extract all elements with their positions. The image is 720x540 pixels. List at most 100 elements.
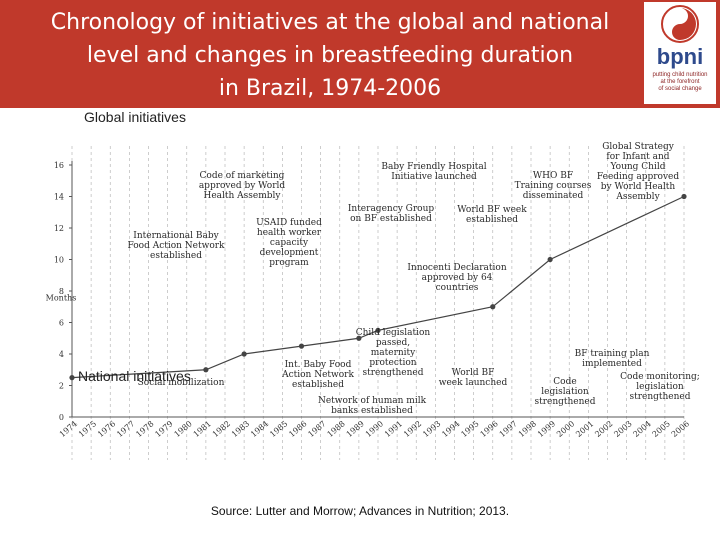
- x-tick-label-1976: 1976: [96, 419, 117, 439]
- x-tick-label-1984: 1984: [249, 419, 270, 439]
- x-tick-label-2006: 2006: [670, 419, 691, 439]
- national-annotation-8-line-3: strengthened: [629, 392, 690, 402]
- national-annotation-5-line-2: week launched: [439, 378, 508, 388]
- breastfeeding-timeline-chart: 0246810121416Months197419751976197719781…: [46, 109, 700, 460]
- national-annotation-6-line-1: Code: [553, 377, 576, 387]
- global-annotation-1-line-3: Health Assembly: [203, 191, 281, 201]
- global-annotation-4: Baby Friendly Hospital Initiative launche…: [381, 162, 486, 182]
- x-tick-label-1993: 1993: [421, 419, 442, 439]
- global-annotation-7-line-1: Innocenti Declaration: [407, 263, 506, 273]
- x-tick-label-1982: 1982: [211, 419, 232, 439]
- global-annotation-5: Interagency Group on BF established: [348, 204, 435, 224]
- national-annotation-7-line-1: BF training plan: [575, 349, 650, 359]
- global-annotation-8-line-3: disseminated: [523, 191, 584, 201]
- national-annotation-2-line-3: established: [292, 380, 344, 390]
- global-annotation-8-line-2: Training courses: [515, 181, 592, 191]
- x-tick-label-1974: 1974: [58, 419, 79, 439]
- x-tick-label-1990: 1990: [364, 419, 385, 439]
- x-tick-label-1989: 1989: [345, 419, 366, 439]
- logo-tagline-line-3: of social change: [658, 86, 702, 92]
- national-annotation-5-line-1: World BF: [452, 368, 495, 378]
- x-tick-label-1986: 1986: [287, 419, 308, 439]
- year-gridlines: [71, 146, 685, 460]
- x-tick-label-1995: 1995: [459, 419, 480, 439]
- x-tick-label-1983: 1983: [230, 419, 251, 439]
- logo-tagline: putting child nutrition at the forefront…: [646, 72, 714, 93]
- national-annotation-1: Social mobilization: [138, 378, 225, 388]
- y-tick-label-4: 4: [59, 350, 64, 359]
- logo-tagline-line-2: at the forefront: [660, 79, 700, 85]
- x-tick-label-2003: 2003: [612, 419, 633, 439]
- y-tick-label-6: 6: [59, 319, 64, 328]
- global-annotation-3-line-1: USAID funded: [256, 218, 322, 228]
- slide-title: Chronology of initiatives at the global …: [20, 6, 640, 105]
- data-point-1983: [241, 351, 247, 357]
- global-annotation-4-line-1: Baby Friendly Hospital: [381, 162, 486, 172]
- mother-child-logo-icon: [661, 5, 699, 43]
- data-point-1981: [203, 367, 209, 373]
- global-annotation-1-line-2: approved by World: [199, 181, 286, 191]
- data-point-1999: [547, 256, 553, 263]
- data-point-1989: [356, 335, 362, 341]
- national-annotation-3-line-2: passed,: [376, 338, 410, 348]
- x-tick-label-1980: 1980: [172, 419, 193, 439]
- title-line-2: level and changes in breastfeeding durat…: [86, 43, 574, 68]
- global-annotation-3: USAID funded health worker capacity develop…: [256, 218, 322, 268]
- global-annotation-3-line-2: health worker: [257, 228, 322, 238]
- global-annotation-7: Innocenti Declaration approved by 64 count…: [407, 263, 506, 293]
- national-annotation-8: Code monitoring; legislation strengthened: [620, 372, 700, 402]
- national-annotation-3-line-4: protection: [369, 358, 416, 368]
- global-initiatives-label: Global initiatives: [84, 109, 186, 125]
- national-annotation-3-line-1: Child legislation: [356, 328, 431, 338]
- y-tick-label-14: 14: [54, 193, 64, 202]
- global-annotation-5-line-2: on BF established: [350, 214, 432, 224]
- national-annotation-3: Child legislation passed, maternity protect…: [356, 328, 431, 378]
- national-annotation-7: BF training plan implemented: [575, 349, 650, 369]
- national-annotation-4: Network of human milk banks established: [318, 396, 427, 416]
- y-tick-label-16: 16: [54, 161, 64, 170]
- x-tick-label-1978: 1978: [134, 419, 155, 439]
- global-annotation-5-line-1: Interagency Group: [348, 204, 435, 214]
- data-point-1974: [69, 375, 75, 381]
- global-annotation-3-line-4: development: [260, 248, 319, 258]
- national-annotation-6-line-3: strengthened: [534, 397, 595, 407]
- global-annotation-3-line-5: program: [269, 258, 309, 268]
- global-annotation-9: Global Strategy for Infant and Young Child…: [597, 142, 679, 202]
- global-annotation-6-line-1: World BF week: [457, 205, 527, 215]
- global-annotation-6-line-2: established: [466, 215, 518, 225]
- logo-wordmark: bpni: [656, 44, 704, 69]
- global-annotation-2: International Baby Food Action Network est…: [127, 231, 225, 261]
- x-tick-label-1981: 1981: [192, 419, 213, 439]
- global-annotation-7-line-3: countries: [436, 283, 479, 293]
- data-point-1996: [490, 304, 496, 310]
- x-tick-label-2005: 2005: [651, 419, 672, 439]
- data-point-1986: [298, 343, 305, 349]
- y-tick-label-10: 10: [54, 256, 64, 265]
- global-annotation-2-line-1: International Baby: [133, 231, 219, 241]
- global-annotation-4-line-2: Initiative launched: [391, 172, 477, 182]
- national-annotation-2-line-2: Action Network: [281, 370, 354, 380]
- global-annotation-6: World BF week established: [457, 205, 527, 225]
- x-tick-label-1979: 1979: [153, 419, 174, 439]
- y-tick-label-2: 2: [59, 382, 64, 391]
- national-annotation-8-line-2: legislation: [636, 382, 684, 392]
- national-annotation-6-line-2: legislation: [541, 387, 589, 397]
- x-tick-label-2000: 2000: [555, 419, 576, 439]
- national-initiatives-label: National initiatives: [78, 368, 191, 384]
- title-line-3: in Brazil, 1974-2006: [218, 76, 442, 101]
- global-annotation-8-line-1: WHO BF: [533, 171, 573, 181]
- global-annotation-9-line-4: Feeding approved: [597, 172, 679, 182]
- x-tick-label-1987: 1987: [306, 419, 327, 439]
- global-annotation-9-line-5: by World Health: [601, 182, 676, 192]
- national-annotation-6: Code legislation strengthened: [534, 377, 595, 407]
- x-tick-label-1988: 1988: [325, 419, 346, 439]
- global-annotation-9-line-6: Assembly: [615, 192, 660, 202]
- national-annotation-1-line-1: Social mobilization: [138, 378, 225, 388]
- x-tick-label-2004: 2004: [631, 419, 652, 439]
- x-tick-label-1991: 1991: [383, 419, 404, 439]
- x-tick-label-2002: 2002: [593, 419, 614, 439]
- x-tick-label-1975: 1975: [77, 419, 98, 439]
- annotations: Global initiatives National initiatives Co…: [78, 109, 700, 416]
- global-annotation-8: WHO BF Training courses disseminated: [515, 171, 592, 201]
- data-point-1990: [375, 327, 381, 333]
